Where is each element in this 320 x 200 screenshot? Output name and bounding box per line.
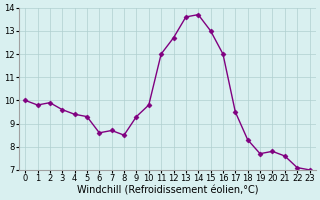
X-axis label: Windchill (Refroidissement éolien,°C): Windchill (Refroidissement éolien,°C) [76, 186, 258, 196]
